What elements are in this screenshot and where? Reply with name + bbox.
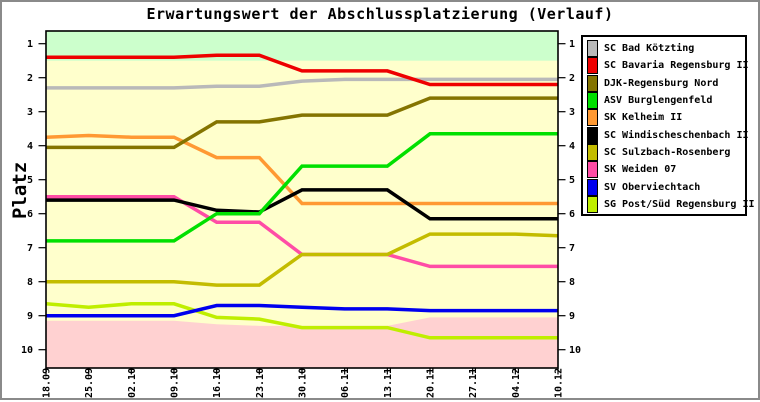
y-tick-label-left-7: 7 [27, 243, 33, 254]
legend-swatch-sc-sulzbach-rosenberg [587, 143, 598, 161]
series-line-djk-regensburg-nord [46, 96, 558, 150]
y-tick-label-right-3: 3 [569, 107, 575, 118]
y-tick-label-right-1: 1 [569, 39, 575, 50]
legend-label-sc-bavaria-regensburg-ii: SC Bavaria Regensburg II [604, 60, 749, 72]
series-line-sc-bad-k-tzting [46, 77, 558, 90]
zone-relegation [46, 317, 558, 368]
legend-swatch-sk-kelheim-ii [587, 109, 598, 127]
y-tick-label-right-7: 7 [569, 243, 575, 254]
x-tick-label-16-10: 16.10 [212, 368, 223, 398]
x-tick-label-18-09: 18.09 [42, 368, 53, 398]
legend-label-sc-bad-k-tzting: SC Bad Kötzting [604, 43, 695, 55]
legend-item-asv-burglengenfeld: ASV Burglengenfeld [587, 92, 745, 110]
legend-label-sk-weiden-07: SK Weiden 07 [604, 164, 677, 176]
y-tick-label-left-2: 2 [27, 73, 33, 84]
x-tick-label-09-10: 09.10 [170, 368, 181, 398]
series-line-sk-kelheim-ii [46, 133, 558, 206]
y-tick-label-right-6: 6 [569, 209, 575, 220]
y-tick-label-right-2: 2 [569, 73, 575, 84]
x-tick-label-27-11: 27.11 [468, 368, 479, 398]
legend-label-djk-regensburg-nord: DJK-Regensburg Nord [604, 77, 719, 89]
series-line-sc-sulzbach-rosenberg [46, 232, 558, 287]
y-tick-label-left-6: 6 [27, 209, 33, 220]
series-line-asv-burglengenfeld [46, 132, 558, 243]
legend-swatch-sg-post-s-d-regensburg-ii [587, 195, 598, 213]
legend-item-sv-oberviechtach: SV Oberviechtach [587, 178, 745, 196]
x-tick-label-30-10: 30.10 [298, 368, 309, 398]
legend-item-sg-post-s-d-regensburg-ii: SG Post/Süd Regensburg II [587, 195, 755, 213]
chart-title: Erwartungswert der Abschlussplatzierung … [146, 5, 614, 23]
legend-swatch-djk-regensburg-nord [587, 74, 598, 92]
y-tick-label-right-9: 9 [569, 311, 575, 322]
legend-swatch-sc-bavaria-regensburg-ii [587, 57, 598, 75]
x-tick-label-23-10: 23.10 [255, 368, 266, 398]
x-tick-label-06-11: 06.11 [340, 368, 351, 398]
x-tick-label-20-11: 20.11 [426, 368, 437, 398]
legend-swatch-asv-burglengenfeld [587, 92, 598, 110]
legend-item-sk-kelheim-ii: SK Kelheim II [587, 109, 745, 127]
legend-swatch-sc-windischeschenbach-ii [587, 126, 598, 144]
series-line-sc-bavaria-regensburg-ii [46, 53, 558, 87]
legend-item-sc-bavaria-regensburg-ii: SC Bavaria Regensburg II [587, 57, 749, 75]
legend-item-sc-bad-k-tzting: SC Bad Kötzting [587, 40, 745, 58]
legend-label-sc-windischeschenbach-ii: SC Windischeschenbach II [604, 129, 749, 141]
legend-swatch-sv-oberviechtach [587, 178, 598, 196]
legend-label-sv-oberviechtach: SV Oberviechtach [604, 181, 701, 193]
legend: SC Bad Kötzting SC Bavaria Regensburg II D… [581, 35, 755, 216]
y-tick-label-left-5: 5 [27, 175, 33, 186]
legend-item-sc-windischeschenbach-ii: SC Windischeschenbach II [587, 126, 749, 144]
y-axis-label: Platz [9, 162, 31, 219]
legend-label-sk-kelheim-ii: SK Kelheim II [604, 112, 683, 124]
legend-swatch-sk-weiden-07 [587, 161, 598, 179]
x-tick-label-04-12: 04.12 [511, 368, 522, 398]
legend-label-sg-post-s-d-regensburg-ii: SG Post/Süd Regensburg II [604, 198, 755, 210]
series-line-sc-windischeschenbach-ii [46, 188, 558, 221]
legend-item-djk-regensburg-nord: DJK-Regensburg Nord [587, 74, 745, 92]
legend-item-sk-weiden-07: SK Weiden 07 [587, 161, 745, 179]
y-tick-label-right-8: 8 [569, 277, 575, 288]
y-tick-label-left-4: 4 [27, 141, 33, 152]
y-tick-label-right-10: 10 [569, 345, 581, 356]
x-tick-label-13-11: 13.11 [383, 368, 394, 398]
x-tick-label-25-09: 25.09 [84, 368, 95, 398]
y-tick-label-left-9: 9 [27, 311, 33, 322]
x-tick-label-02-10: 02.10 [127, 368, 138, 398]
y-tick-label-right-5: 5 [569, 175, 575, 186]
y-tick-label-right-4: 4 [569, 141, 575, 152]
legend-item-sc-sulzbach-rosenberg: SC Sulzbach-Rosenberg [587, 143, 745, 161]
legend-label-sc-sulzbach-rosenberg: SC Sulzbach-Rosenberg [604, 146, 731, 158]
series-line-sv-oberviechtach [46, 303, 558, 318]
y-tick-label-left-1: 1 [27, 39, 33, 50]
legend-label-asv-burglengenfeld: ASV Burglengenfeld [604, 95, 713, 107]
y-tick-label-left-10: 10 [21, 345, 33, 356]
x-tick-label-10-12: 10.12 [554, 368, 565, 398]
y-tick-label-left-8: 8 [27, 277, 33, 288]
legend-swatch-sc-bad-k-tzting [587, 40, 598, 58]
y-tick-label-left-3: 3 [27, 107, 33, 118]
series-line-sg-post-s-d-regensburg-ii [46, 302, 558, 340]
